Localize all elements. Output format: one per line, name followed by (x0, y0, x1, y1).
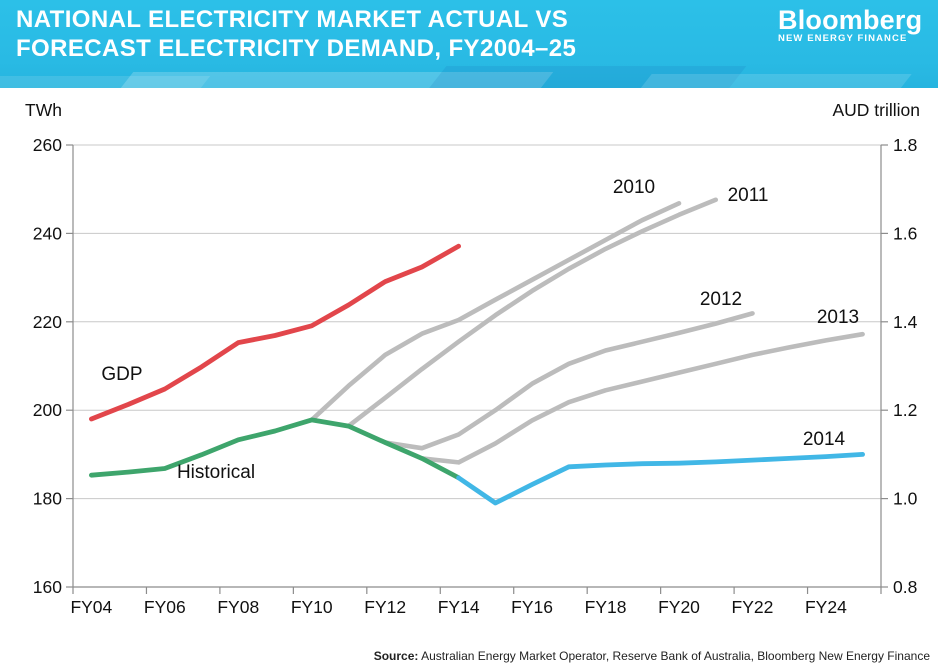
right-axis-tick-label: 1.0 (893, 489, 918, 509)
x-axis-tick-label: FY08 (217, 597, 259, 617)
right-axis-tick-label: 1.6 (893, 223, 917, 243)
right-axis-tick-label: 1.8 (893, 135, 917, 155)
x-axis-tick-label: FY16 (511, 597, 553, 617)
left-axis-tick-label: 260 (33, 135, 62, 155)
x-axis-tick-label: FY22 (732, 597, 774, 617)
left-axis-unit-label: TWh (25, 100, 62, 120)
x-axis-tick-label: FY12 (364, 597, 406, 617)
series-line-2012-forecast (382, 311, 755, 451)
source-note: Source: Australian Energy Market Operato… (374, 649, 930, 663)
page-title: NATIONAL ELECTRICITY MARKET ACTUAL VS FO… (16, 5, 576, 63)
source-text: Australian Energy Market Operator, Reser… (418, 649, 930, 663)
x-axis-tick-label: FY18 (585, 597, 627, 617)
header-banner: NATIONAL ELECTRICITY MARKET ACTUAL VS FO… (0, 0, 938, 88)
series-label-2013: 2013 (816, 307, 860, 328)
source-label: Source: (373, 649, 419, 663)
left-axis-tick-label: 220 (33, 312, 62, 332)
right-axis-tick-label: 1.2 (893, 400, 917, 420)
x-axis-tick-label: FY10 (291, 597, 333, 617)
series-line-historical (89, 417, 462, 481)
page-title-line2: FORECAST ELECTRICITY DEMAND, FY2004–25 (16, 35, 577, 62)
right-axis-tick-label: 0.8 (893, 577, 917, 597)
series-label-2014: 2014 (802, 429, 846, 450)
series-label-2010: 2010 (612, 177, 656, 198)
series-line-gdp (89, 243, 462, 422)
series-line-2013-forecast (419, 331, 865, 465)
bloomberg-logo: Bloomberg NEW ENERGY FINANCE (778, 5, 928, 44)
bloomberg-logo-subtitle: NEW ENERGY FINANCE (778, 33, 908, 44)
series-line-2011-forecast (346, 197, 719, 429)
series-label-gdp: GDP (101, 364, 143, 385)
series-label-historical: Historical (176, 462, 256, 483)
left-axis-tick-label: 200 (33, 400, 62, 420)
series-line-2010-forecast (309, 201, 682, 423)
series-line-2014-forecast (456, 451, 865, 506)
x-axis-tick-label: FY24 (805, 597, 847, 617)
x-axis-tick-label: FY04 (70, 597, 112, 617)
left-axis-tick-label: 240 (33, 223, 62, 243)
x-axis-tick-label: FY14 (438, 597, 480, 617)
left-axis-tick-label: 180 (33, 489, 62, 509)
x-axis-tick-label: FY20 (658, 597, 700, 617)
right-axis-unit-label: AUD trillion (832, 100, 920, 120)
x-axis-tick-label: FY06 (144, 597, 186, 617)
page-title-line1: NATIONAL ELECTRICITY MARKET ACTUAL VS (16, 6, 569, 33)
series-label-2011: 2011 (727, 185, 769, 206)
series-label-2012: 2012 (699, 289, 743, 310)
bloomberg-wordmark: Bloomberg (778, 5, 923, 35)
right-axis-tick-label: 1.4 (893, 312, 918, 332)
left-axis-tick-label: 160 (33, 577, 62, 597)
